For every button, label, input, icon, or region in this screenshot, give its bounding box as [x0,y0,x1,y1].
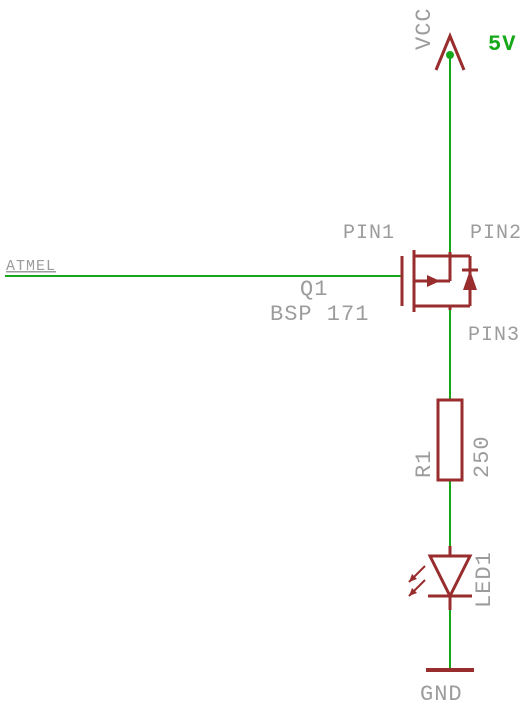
pin2-label: PIN2 [470,222,522,245]
q1-ref: Q1 [300,277,328,302]
pin3-label: PIN3 [468,324,520,347]
led-led1 [409,546,472,610]
vcc-value: 5V [488,32,516,57]
q1-value: BSP 171 [270,302,369,327]
mosfet-q1 [402,250,478,312]
nets [5,51,454,670]
led1-ref: LED1 [472,551,497,608]
junction-vcc [446,51,454,59]
vcc-ref: VCC [412,7,437,50]
net-atmel: ATMEL [6,258,56,275]
labels: VCC 5V ATMEL PIN1 PIN2 PIN3 Q1 BSP 171 R… [6,7,522,707]
r1-ref: R1 [412,450,437,478]
r1-value: 250 [470,435,495,478]
gnd-ref: GND [420,682,463,707]
schematic-canvas: VCC 5V ATMEL PIN1 PIN2 PIN3 Q1 BSP 171 R… [0,0,531,720]
resistor-r1 [438,400,462,480]
pin1-label: PIN1 [343,222,395,245]
